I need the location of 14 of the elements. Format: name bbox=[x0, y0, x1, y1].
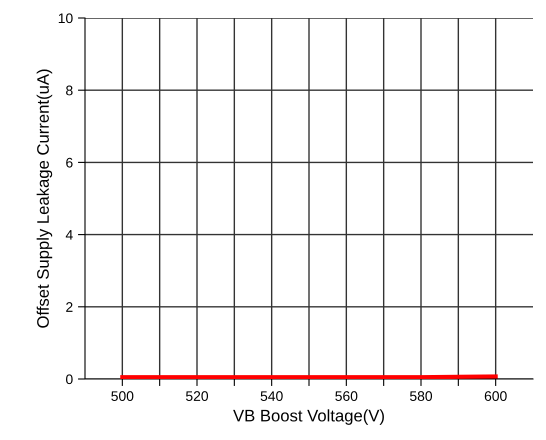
y-tick-label: 10 bbox=[58, 13, 73, 24]
x-tick-label: 580 bbox=[410, 391, 432, 402]
x-tick-label: 500 bbox=[111, 391, 134, 402]
y-tick-label: 8 bbox=[66, 86, 73, 96]
x-tick-label: 540 bbox=[260, 391, 283, 402]
x-tick-label: 560 bbox=[335, 391, 358, 402]
y-tick-label: 4 bbox=[66, 230, 73, 240]
x-tick-label: 600 bbox=[484, 391, 507, 402]
y-axis-title: Offset Supply Leakage Current(uA) bbox=[36, 70, 52, 328]
y-tick-label: 2 bbox=[66, 302, 72, 312]
x-tick-label: 520 bbox=[186, 391, 208, 402]
y-tick-label: 0 bbox=[66, 374, 73, 384]
y-tick-label: 6 bbox=[66, 158, 73, 168]
x-axis-title: VB Boost Voltage(V) bbox=[233, 409, 384, 425]
